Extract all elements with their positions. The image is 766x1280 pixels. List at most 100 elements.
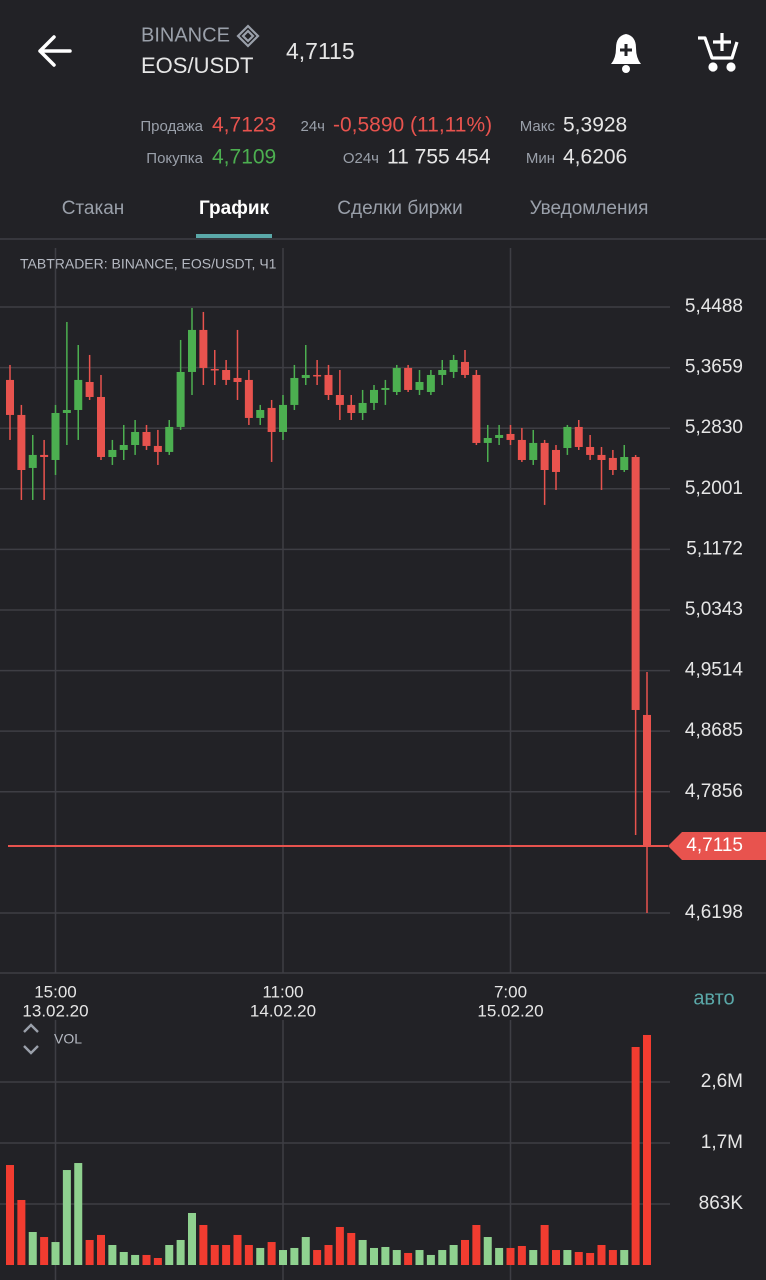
volume-bar [108,1245,117,1265]
candle-body [51,412,60,460]
candle-body [643,714,651,846]
min-label: Мин [526,150,555,167]
volume-bar [313,1250,322,1265]
x-tick-date: 15.02.20 [477,1001,543,1020]
back-button[interactable] [38,35,72,67]
candle-body [529,442,538,460]
candle-body [17,414,26,471]
candle-body [97,396,105,457]
candle-body [222,370,231,380]
candle-body [586,446,595,455]
candle-body [483,437,492,443]
candle-body [392,367,401,393]
bell-plus [620,44,632,56]
x-tick-date: 14.02.20 [250,1001,316,1020]
volume-bar [279,1250,287,1265]
tab[interactable]: Уведомления [530,198,649,219]
last-price-label: 4,7115 [686,835,743,856]
alert-button[interactable] [611,34,641,73]
volume-bar [335,1226,344,1265]
candle-body [415,381,424,390]
volume-bar [62,1170,71,1265]
candle-body [233,377,242,382]
candle-body [256,409,265,418]
volume-bar [153,1258,162,1265]
y-tick-label: 2,6M [701,1071,743,1092]
candle-body [85,381,94,397]
candle-body [381,387,390,390]
x-tick-time: 7:00 [494,982,527,1001]
volume-bar [244,1245,253,1265]
volume-bar [119,1251,128,1265]
candle-body [165,426,174,452]
candle-body [62,409,71,413]
candle-body [142,431,151,446]
y-tick-label: 5,2001 [685,478,743,499]
candle-body [153,445,162,452]
volume-bar [586,1252,595,1265]
candle-body [495,434,504,438]
candle-body [279,404,287,432]
volume-bar [85,1239,94,1265]
candle-body [290,377,299,405]
candle-body [461,361,469,375]
volume-bar [347,1232,356,1265]
max: 5,3928 [563,114,627,137]
volume-bar [176,1239,185,1265]
header-price: 4,7115 [286,38,355,64]
candle-body [74,379,83,410]
max-label: Макс [520,118,556,135]
tab[interactable]: График [199,198,270,219]
sell-label: Продажа [140,118,203,135]
exchange: BINANCE [141,24,230,46]
candle-body [28,454,37,468]
y-tick-label: 5,4488 [685,296,743,317]
volume-bar [563,1250,572,1265]
candle-body [506,433,515,440]
sell-price: 4,7123 [212,114,276,137]
volume-bar [17,1199,26,1265]
volume-bar [324,1245,333,1265]
volume-bar [381,1246,390,1265]
volume-bar [438,1250,447,1265]
change-label: 24ч [301,118,326,135]
candle-body [119,445,128,450]
volume-bar [51,1242,60,1265]
y-tick-label: 5,0343 [685,599,743,620]
volume-bar [415,1250,424,1265]
candle-body [472,374,481,443]
volume-bar [142,1254,151,1265]
y-tick-label: 863K [699,1193,744,1214]
tab[interactable]: Стакан [62,198,125,219]
candle-body [608,457,617,471]
x-tick-date: 13.02.20 [22,1001,88,1020]
volume-bar [392,1250,401,1265]
panel-toggle[interactable] [23,1023,39,1055]
change: -0,5890 (11,11%) [333,114,492,137]
volume: 11 755 454 [387,146,491,169]
volume-bar [472,1225,481,1265]
candle-body [574,426,583,447]
candle-body [176,371,185,427]
candle-body [563,426,572,448]
volume-label: О24ч [343,150,379,167]
tab[interactable]: Сделки биржи [337,198,462,219]
volume-bar [552,1250,560,1265]
order-button[interactable] [698,33,739,72]
volume-bar [28,1231,37,1265]
volume-bar [643,1034,651,1265]
volume-bar [574,1251,583,1265]
x-tick-time: 11:00 [262,982,303,1001]
candle-body [620,456,629,471]
y-tick-label: 4,7856 [685,781,743,802]
volume-bar [540,1225,549,1265]
scale-button[interactable]: авто [693,987,734,1009]
volume-bar [426,1254,435,1265]
y-tick-label: 5,1172 [686,538,743,559]
pair: EOS/USDT [141,53,253,78]
candle-body [540,442,549,471]
exchange-logo [236,24,260,48]
volume-bar [6,1165,14,1265]
